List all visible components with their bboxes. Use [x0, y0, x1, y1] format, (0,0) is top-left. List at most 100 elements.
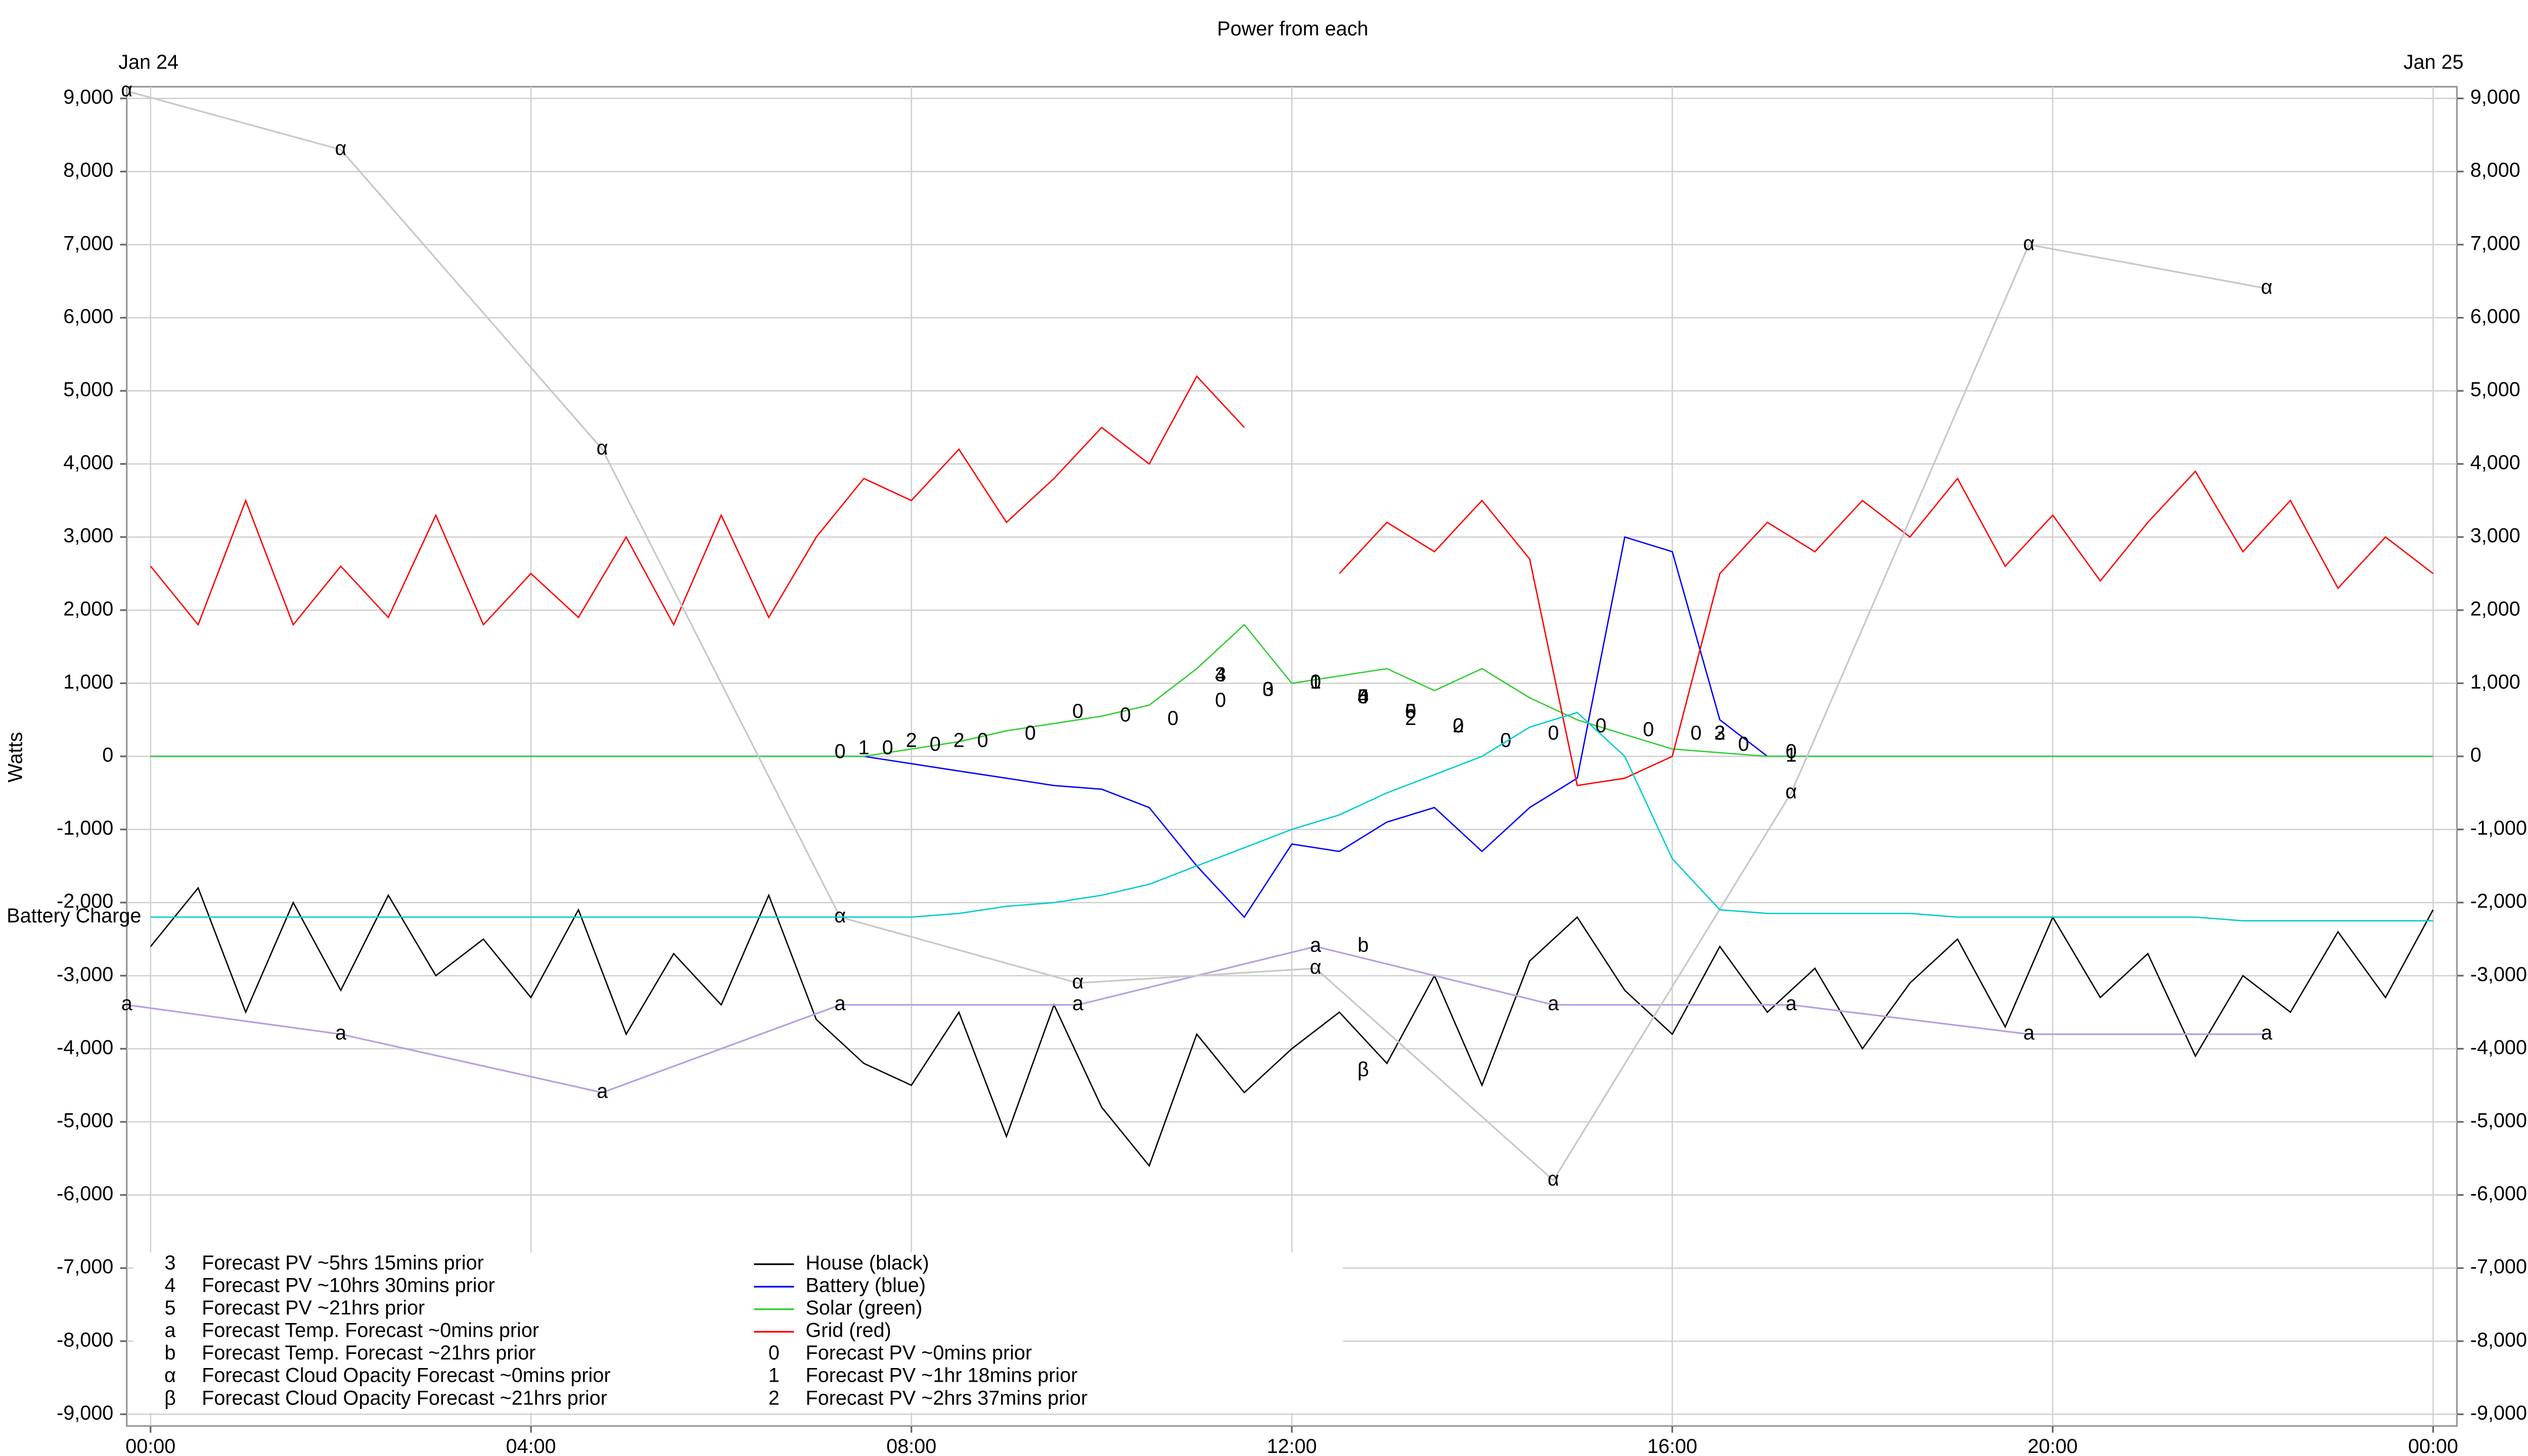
y2-tick-label: -3,000	[2470, 963, 2527, 985]
y2-tick-label: 5,000	[2470, 379, 2520, 401]
series-marker: 2	[906, 730, 917, 752]
series-marker: 0	[1548, 722, 1559, 744]
y2-tick-label: -8,000	[2470, 1329, 2527, 1351]
series-marker: 0	[1310, 671, 1321, 693]
series-marker: b	[1358, 934, 1369, 956]
y-tick-label: 9,000	[63, 86, 113, 108]
legend-label: Battery (blue)	[805, 1275, 926, 1297]
legend-symbol: β	[164, 1387, 176, 1409]
series-marker: 0	[1025, 722, 1036, 744]
series-marker: α	[335, 137, 347, 159]
series-marker: 0	[1405, 700, 1416, 722]
y-tick-label: -2,000	[57, 890, 113, 913]
series-marker: α	[834, 905, 846, 927]
series-marker: 0	[1072, 700, 1084, 722]
chart-title: Power from each	[1217, 18, 1368, 40]
legend-label: Forecast Cloud Opacity Forecast ~0mins p…	[202, 1364, 610, 1387]
series-marker: 0	[1358, 686, 1369, 708]
legend-label: Forecast Temp. Forecast ~0mins prior	[202, 1320, 539, 1342]
legend-label: Forecast PV ~1hr 18mins prior	[805, 1364, 1077, 1387]
legend-label: Solar (green)	[805, 1297, 922, 1319]
y-tick-label: -1,000	[57, 817, 113, 839]
y2-tick-label: -4,000	[2470, 1036, 2527, 1059]
series-marker: α	[2023, 232, 2035, 254]
series-marker: 0	[1120, 704, 1131, 726]
series-marker: α	[2261, 276, 2273, 298]
y-tick-label: -7,000	[57, 1256, 113, 1278]
series-line	[150, 711, 2433, 922]
series-marker: 0	[1691, 722, 1702, 744]
legend-box	[133, 1252, 1343, 1413]
y-tick-label: -5,000	[57, 1110, 113, 1132]
series-marker: 0	[1262, 678, 1274, 700]
y-tick-label: 2,000	[63, 598, 113, 620]
series-marker: β	[1358, 1058, 1369, 1080]
series-marker: α	[1785, 781, 1797, 803]
y-tick-label: 0	[102, 744, 113, 766]
series-marker: a	[121, 992, 133, 1015]
legend-symbol: b	[164, 1342, 175, 1364]
y2-tick-label: -5,000	[2470, 1110, 2527, 1132]
y2-tick-label: 1,000	[2470, 671, 2520, 693]
series-marker: 3	[1714, 722, 1726, 744]
legend-label: Forecast PV ~21hrs prior	[202, 1297, 425, 1319]
series-marker: 0	[1167, 707, 1179, 730]
series-marker: 0	[1643, 718, 1654, 741]
legend-label: House (black)	[805, 1252, 929, 1274]
series-marker: 2	[1453, 715, 1464, 737]
legend-label: Forecast Cloud Opacity Forecast ~21hrs p…	[202, 1387, 607, 1409]
y2-tick-label: 0	[2470, 744, 2481, 766]
y2-tick-label: 2,000	[2470, 598, 2520, 620]
y-tick-label: 3,000	[63, 525, 113, 547]
series-marker: a	[835, 992, 846, 1015]
series-marker: a	[1310, 934, 1322, 956]
legend-label: Forecast PV ~0mins prior	[805, 1342, 1032, 1364]
series-marker: α	[121, 79, 132, 101]
y-tick-label: -8,000	[57, 1329, 113, 1351]
series-marker: 4	[1358, 686, 1369, 708]
series-marker: a	[1548, 992, 1559, 1015]
y-tick-label: 1,000	[63, 671, 113, 693]
y-tick-label: 5,000	[63, 379, 113, 401]
y-tick-label: -3,000	[57, 963, 113, 985]
y2-tick-label: 7,000	[2470, 232, 2520, 254]
y2-tick-label: 9,000	[2470, 86, 2520, 108]
series-line	[126, 90, 2267, 1182]
y-axis-label: Watts	[4, 732, 26, 783]
y-tick-label: 7,000	[63, 232, 113, 254]
series-marker: a	[1786, 992, 1797, 1015]
y-tick-label: 8,000	[63, 159, 113, 181]
date-start: Jan 24	[118, 51, 178, 73]
y-tick-label: -6,000	[57, 1182, 113, 1205]
series-marker: 5	[1405, 700, 1416, 722]
legend-symbol: α	[164, 1364, 176, 1387]
legend-label: Forecast PV ~5hrs 15mins prior	[202, 1252, 484, 1274]
series-marker: 0	[882, 737, 893, 759]
series-marker: α	[1548, 1168, 1559, 1190]
series-marker: a	[1072, 992, 1084, 1015]
legend-symbol: 3	[164, 1252, 175, 1274]
x-tick-label: 12:00	[1267, 1435, 1317, 1456]
x-tick-label: 16:00	[1647, 1435, 1697, 1456]
y2-tick-label: -1,000	[2470, 817, 2527, 839]
y2-tick-label: 8,000	[2470, 159, 2520, 181]
y2-tick-label: 6,000	[2470, 305, 2520, 328]
series-marker: 5	[1358, 686, 1369, 708]
x-tick-label: 08:00	[886, 1435, 936, 1456]
x-tick-label: 00:00	[2408, 1435, 2458, 1456]
series-marker: a	[597, 1080, 608, 1103]
series-marker: 0	[977, 730, 988, 752]
y2-tick-label: -2,000	[2470, 890, 2527, 913]
series-marker: 0	[1786, 740, 1797, 762]
legend-symbol: 2	[769, 1387, 780, 1409]
series-marker: 2	[954, 730, 965, 752]
series-marker: 0	[835, 740, 846, 762]
date-end: Jan 25	[2404, 51, 2464, 73]
legend-label: Grid (red)	[805, 1320, 891, 1342]
series-marker: 4	[1215, 663, 1226, 686]
series-marker: a	[2023, 1022, 2035, 1044]
series-marker: α	[1310, 956, 1322, 978]
x-tick-label: 00:00	[125, 1435, 175, 1456]
series-marker: 0	[930, 733, 941, 755]
